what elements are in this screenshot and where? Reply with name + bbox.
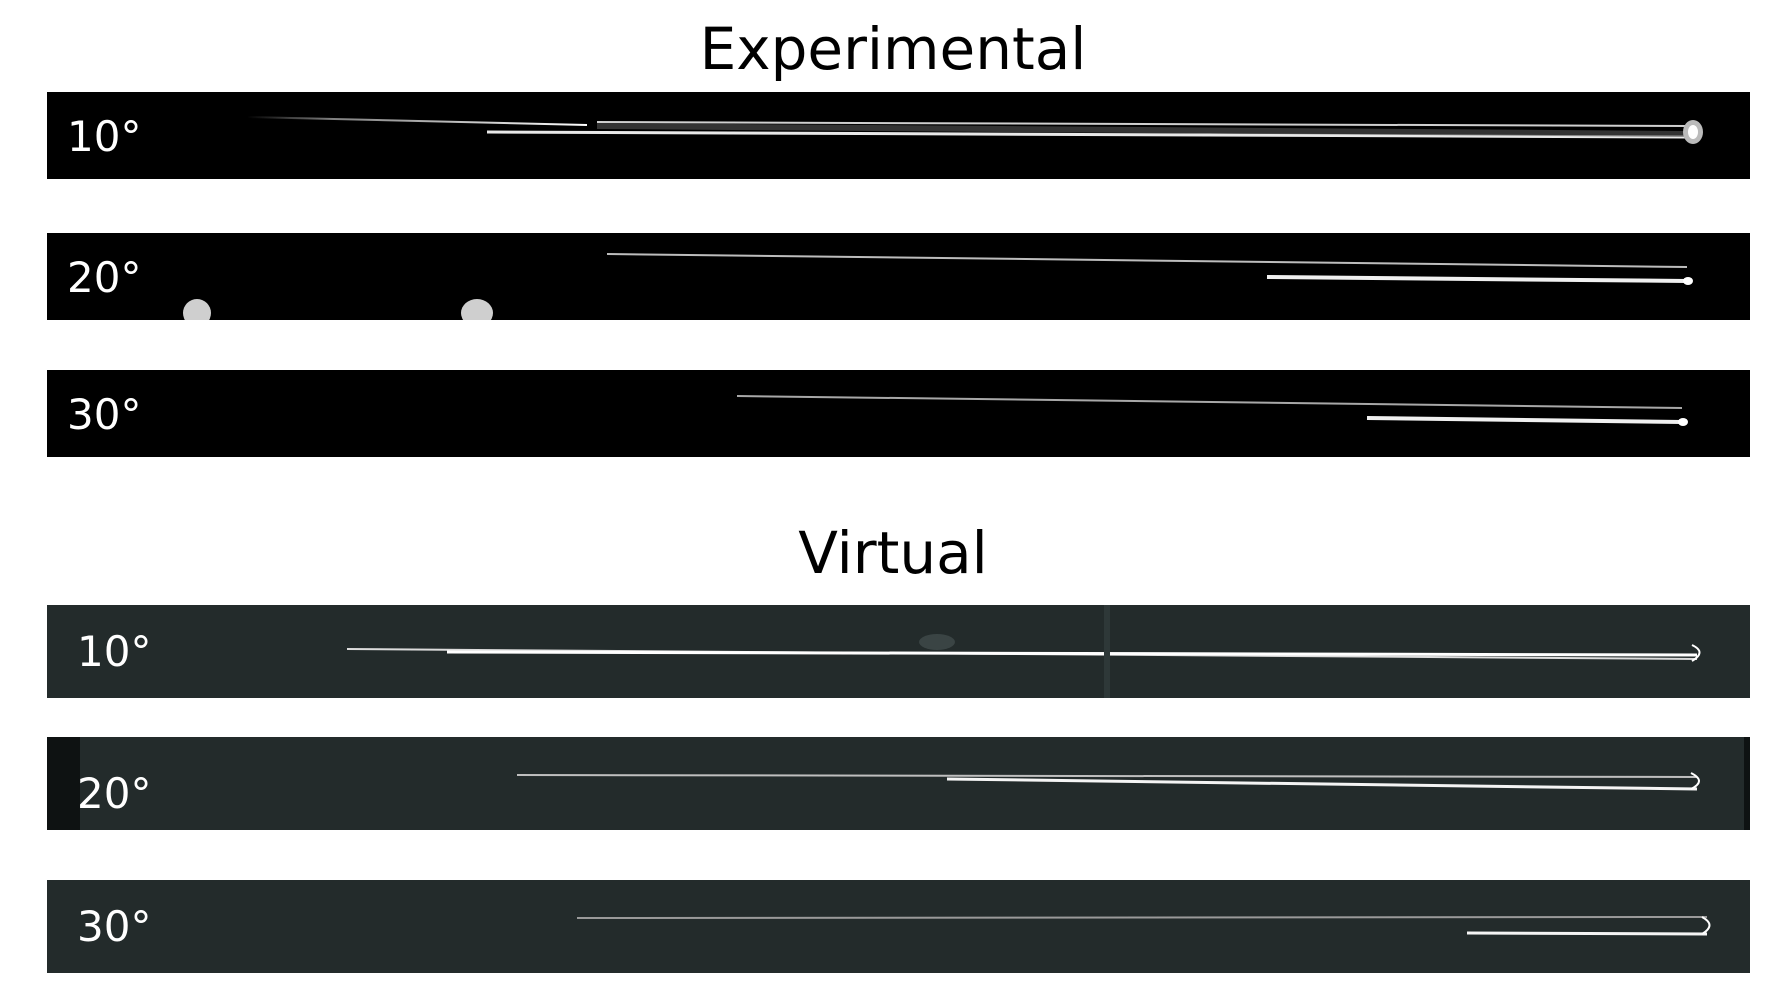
virtual-panel-10-degrees: 10° bbox=[47, 605, 1750, 698]
scratch-image bbox=[246, 116, 1703, 144]
scratch-image bbox=[346, 605, 1701, 698]
angle-label: 10° bbox=[77, 627, 152, 676]
scratch-image bbox=[47, 737, 1750, 830]
scratch-image bbox=[576, 916, 1711, 936]
angle-label: 30° bbox=[67, 390, 142, 439]
angle-label: 10° bbox=[67, 112, 142, 161]
experimental-panel-10-degrees: 10° bbox=[47, 92, 1750, 179]
experimental-title: Experimental bbox=[699, 15, 1087, 83]
scratch-image bbox=[183, 253, 1693, 320]
virtual-title: Virtual bbox=[798, 519, 988, 587]
scratch-image bbox=[736, 395, 1688, 426]
virtual-panel-30-degrees: 30° bbox=[47, 880, 1750, 973]
experimental-panel-20-degrees: 20° bbox=[47, 233, 1750, 320]
angle-label: 20° bbox=[77, 769, 152, 818]
angle-label: 30° bbox=[77, 902, 152, 951]
experimental-panel-30-degrees: 30° bbox=[47, 370, 1750, 457]
virtual-panel-20-degrees: 20° bbox=[47, 737, 1750, 830]
angle-label: 20° bbox=[67, 253, 142, 302]
